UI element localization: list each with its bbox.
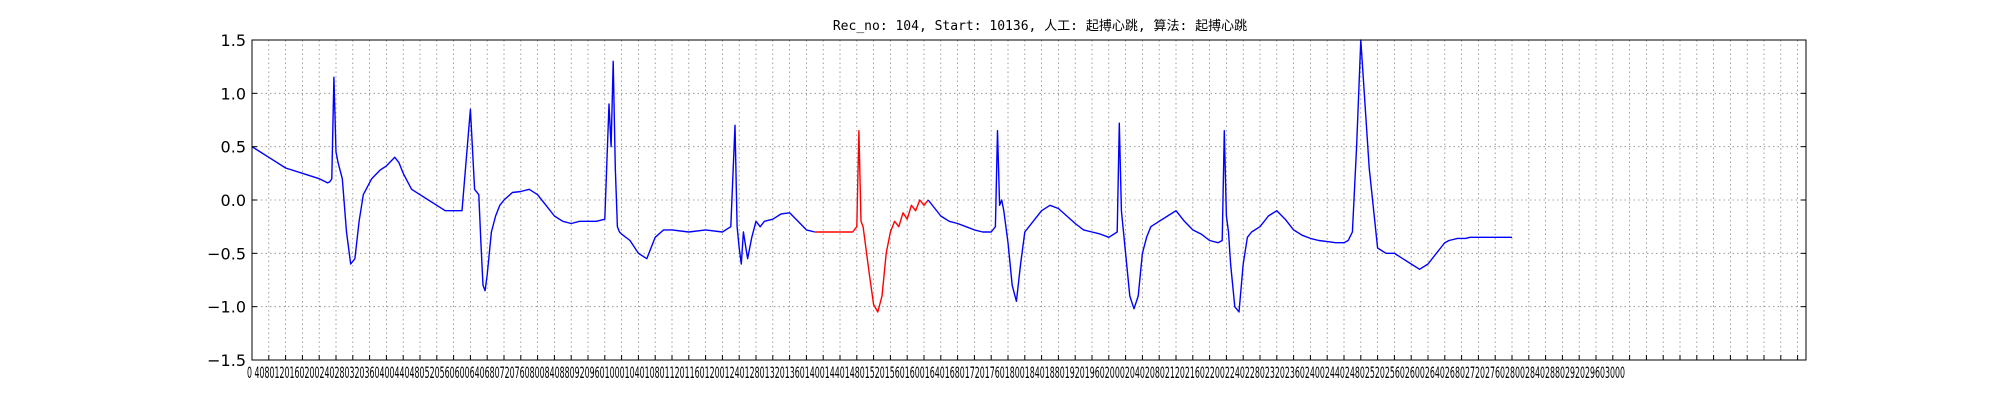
y-tick-label: −1.0	[207, 298, 246, 317]
y-tick-label: −0.5	[207, 244, 246, 263]
y-axis: −1.5 −1.0 −0.5 0.0 0.5 1.0 1.5	[207, 31, 1806, 370]
y-tick-label: 0.0	[221, 191, 246, 210]
chart-title: Rec_no: 104, Start: 10136, 人工: 起搏心跳, 算法:…	[833, 18, 1247, 34]
y-tick-label: 0.5	[221, 138, 246, 157]
y-tick-label: 1.0	[221, 84, 246, 103]
ecg-series-line-1	[251, 60, 815, 292]
y-tick-label: 1.5	[221, 31, 246, 50]
x-axis-tick-labels: 0 40801201602002402803203604004404805205…	[247, 363, 1625, 382]
ecg-series-line-3	[927, 39, 1512, 313]
grid	[251, 39, 1806, 361]
y-tick-label: −1.5	[207, 351, 246, 370]
axes-frame	[251, 39, 1807, 361]
plot-area	[251, 39, 1512, 313]
ecg-series-line-2	[814, 129, 929, 313]
